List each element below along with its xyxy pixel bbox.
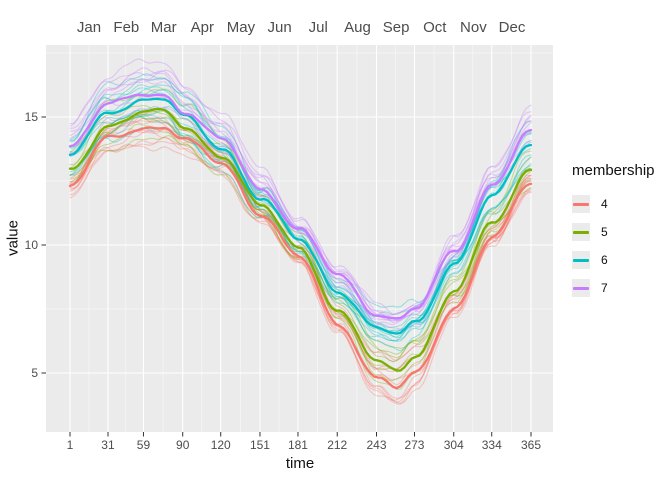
x-tick-label-334: 334 (481, 438, 502, 452)
member-line-cluster-7 (69, 69, 532, 321)
member-line-cluster-6 (69, 126, 532, 335)
x-tick-label-90: 90 (176, 438, 190, 452)
member-line-cluster-7 (69, 106, 532, 316)
legend-key-swatch (572, 279, 590, 297)
legend-key-swatch (572, 195, 590, 213)
month-label-jan: Jan (76, 19, 102, 36)
x-tick-label-365: 365 (520, 438, 542, 452)
legend-label: 6 (601, 253, 608, 267)
mean-line-cluster-6 (68, 97, 533, 335)
x-tick-label-304: 304 (443, 438, 464, 452)
member-line-cluster-6 (69, 73, 532, 342)
member-line-cluster-4 (69, 119, 532, 405)
member-line-cluster-6 (69, 114, 532, 339)
y-tick-label-5: 5 (31, 366, 38, 380)
month-label-dec: Dec (498, 19, 526, 36)
month-label-mar: Mar (150, 19, 177, 36)
member-line-cluster-6 (69, 106, 532, 352)
y-tick-label-15: 15 (24, 110, 38, 124)
mean-lines-layer (68, 93, 533, 390)
x-tick-label-31: 31 (101, 438, 115, 452)
axis-tick-marks (41, 116, 532, 437)
member-line-cluster-4 (69, 108, 532, 405)
y-axis-title: value (4, 220, 22, 256)
month-label-aug: Aug (344, 19, 371, 36)
month-label-apr: Apr (190, 19, 215, 36)
x-tick-label-59: 59 (136, 438, 151, 452)
member-line-cluster-6 (69, 84, 532, 329)
x-axis-title: time (285, 455, 315, 472)
x-tick-label-243: 243 (366, 438, 387, 452)
member-line-cluster-6 (69, 89, 532, 332)
mean-line-cluster-7 (68, 93, 533, 320)
month-label-may: May (226, 19, 256, 36)
mean-line-cluster-4 (68, 126, 533, 390)
month-label-oct: Oct (423, 19, 447, 36)
member-line-cluster-4 (69, 127, 532, 371)
top-axis-month-labels: Jan Feb Mar Apr May Jun Jul Aug Sep Oct Nov Dec (0, 19, 672, 39)
legend-items: 4 5 6 7 (572, 190, 655, 302)
member-line-cluster-6 (69, 108, 532, 318)
member-line-cluster-5 (69, 114, 532, 371)
legend-label: 4 (601, 197, 608, 211)
month-label-jun: Jun (267, 19, 292, 36)
legend-label: 5 (601, 225, 608, 239)
member-line-cluster-4 (69, 129, 532, 386)
legend-key-swatch (572, 251, 590, 269)
mean-line-cluster-5 (68, 107, 533, 372)
member-line-cluster-4 (69, 143, 532, 373)
y-tick-label-10: 10 (24, 238, 38, 252)
legend-key-swatch (572, 223, 590, 241)
member-line-cluster-7 (69, 96, 532, 322)
x-tick-label-120: 120 (210, 438, 231, 452)
x-axis-tick-labels: 1 31 59 90 120 151 181 212 243 273 304 334 365 (0, 438, 672, 454)
member-line-cluster-7 (69, 58, 532, 321)
legend-key-line (573, 287, 589, 290)
x-tick-label-212: 212 (327, 438, 348, 452)
member-line-cluster-6 (69, 77, 532, 342)
legend-key-line (573, 231, 589, 234)
legend: membership 4 5 6 7 (572, 162, 655, 302)
member-line-cluster-6 (69, 88, 532, 338)
member-line-cluster-5 (69, 123, 532, 359)
month-label-nov: Nov (460, 19, 487, 36)
member-line-cluster-4 (69, 140, 532, 362)
legend-item-4: 4 (572, 190, 655, 218)
legend-item-6: 6 (572, 246, 655, 274)
legend-key-line (573, 259, 589, 262)
legend-title: membership (572, 162, 655, 179)
x-tick-label-273: 273 (404, 438, 425, 452)
member-line-cluster-4 (69, 129, 532, 361)
month-label-jul: Jul (308, 19, 328, 36)
month-label-sep: Sep (382, 19, 410, 36)
member-line-cluster-5 (69, 88, 532, 373)
x-tick-label-181: 181 (287, 438, 308, 452)
legend-item-5: 5 (572, 218, 655, 246)
month-label-feb: Feb (113, 19, 140, 36)
legend-key-line (573, 203, 589, 206)
member-line-cluster-6 (69, 86, 532, 342)
x-tick-label-1: 1 (66, 438, 74, 452)
y-axis-tick-labels: 5 10 15 (0, 0, 38, 480)
legend-label: 7 (601, 281, 608, 295)
legend-item-7: 7 (572, 274, 655, 302)
x-tick-label-151: 151 (249, 438, 270, 452)
